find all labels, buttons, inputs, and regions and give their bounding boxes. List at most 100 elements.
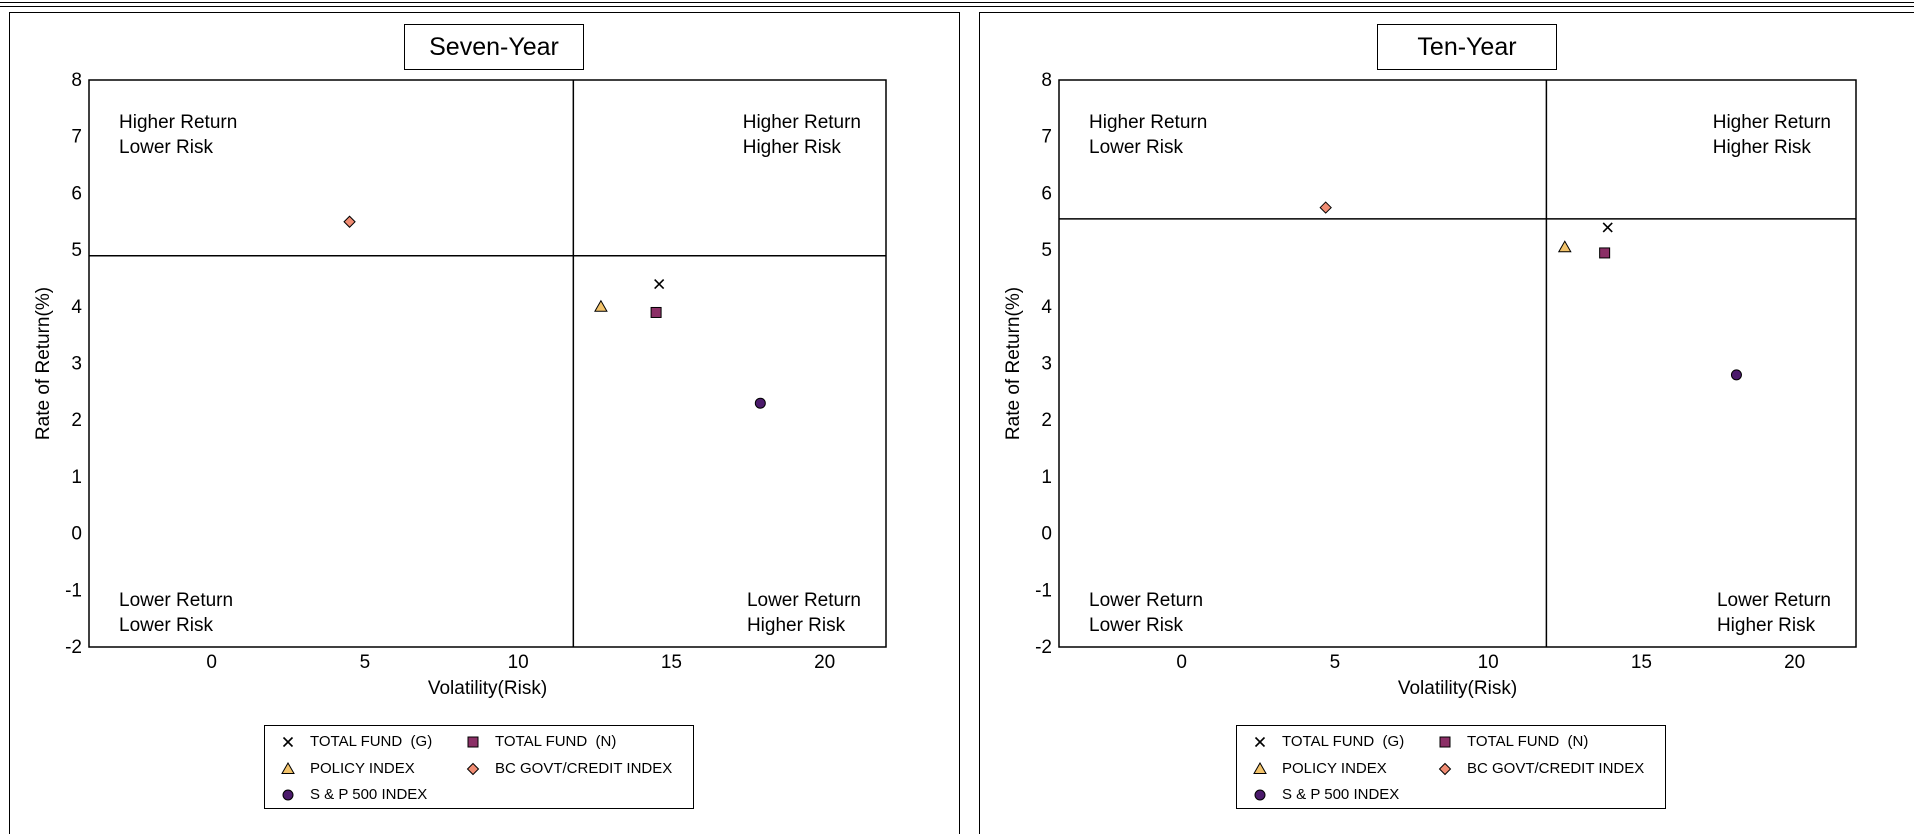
legend-marker: [1438, 762, 1452, 776]
quadrant-label-top-left: Higher Return Lower Risk: [1089, 112, 1207, 158]
quadrant-label-line: Lower Return: [119, 590, 233, 611]
x-tick-label: 10: [508, 652, 529, 673]
quadrant-label-top-right: Higher Return Higher Risk: [743, 112, 861, 158]
y-tick-label: 4: [1041, 297, 1052, 318]
x-tick-label: 5: [1330, 652, 1341, 673]
y-tick-label: 0: [71, 524, 82, 545]
quadrant-label-line: Higher Risk: [743, 137, 842, 158]
legend-label: TOTAL FUND (G): [1282, 733, 1405, 750]
quadrant-label-line: Lower Risk: [1089, 137, 1183, 158]
marker-stroke: [654, 279, 665, 290]
legend-label: POLICY INDEX: [1282, 760, 1387, 777]
chart-panel-seven-year: Seven-Year -2 -1 0 1 2 3 4 5 6 7 8 0 5 10 15 20 Volatili…: [9, 12, 960, 834]
x-axis-label: Volatility(Risk): [428, 678, 547, 699]
x-tick-label: 20: [814, 652, 835, 673]
y-tick-label: 6: [1041, 183, 1052, 204]
scatter-plot: -2 -1 0 1 2 3 4 5 6 7 8 0 5 10 15 20 Volatility(Risk) Rat…: [1003, 70, 1857, 699]
quadrant-label-line: Higher Risk: [1713, 137, 1812, 158]
y-axis-label: Rate of Return(%): [33, 287, 54, 440]
quadrant-label-line: Higher Risk: [1717, 615, 1816, 636]
x-tick-label: 5: [360, 652, 371, 673]
legend-label: TOTAL FUND (N): [1467, 733, 1589, 750]
quadrant-label-bottom-right: Lower Return Higher Risk: [747, 590, 861, 636]
chart-legend: TOTAL FUND (G) TOTAL FUND (N) POLICY INDEX…: [264, 725, 694, 809]
x-tick-label: 20: [1784, 652, 1805, 673]
data-point-bc-govt-credit-index: BC GOVT/CREDIT INDEX: [1319, 201, 1332, 214]
y-tick-label: -2: [1035, 637, 1052, 658]
data-point-policy-index: POLICY INDEX: [1557, 240, 1572, 253]
quadrant-label-bottom-left: Lower Return Lower Risk: [119, 590, 233, 636]
y-tick-label: 0: [1041, 524, 1052, 545]
quadrant-label-bottom-right: Lower Return Higher Risk: [1717, 590, 1831, 636]
legend-marker-icon: [467, 736, 479, 748]
y-tick-label: -1: [1035, 580, 1052, 601]
legend-marker: [467, 736, 479, 748]
data-point-policy-index: POLICY INDEX: [594, 299, 608, 312]
legend-marker: [1254, 789, 1266, 801]
y-tick-label: 7: [71, 127, 82, 148]
quadrant-label-line: Lower Risk: [1089, 615, 1183, 636]
quadrant-label-top-right: Higher Return Higher Risk: [1713, 112, 1831, 158]
quadrant-label-line: Higher Return: [1713, 112, 1831, 133]
y-tick-label: 8: [1041, 70, 1052, 91]
legend-marker-icon: [1439, 736, 1451, 748]
data-point-s-p-500-index: S & P 500 INDEX: [754, 397, 766, 409]
quadrant-label-line: Lower Return: [747, 590, 861, 611]
quadrant-label-line: Lower Return: [1089, 590, 1203, 611]
y-tick-label: 7: [1041, 127, 1052, 148]
chart-panel-ten-year: Ten-Year -2 -1 0 1 2 3 4 5 6 7 8 0 5 10 15 20 Volatility…: [979, 12, 1914, 834]
data-point-bc-govt-credit-index: BC GOVT/CREDIT INDEX: [343, 215, 356, 228]
y-tick-label: 3: [1041, 354, 1052, 375]
y-tick-label: 8: [71, 70, 82, 91]
marker-stroke: [1602, 222, 1613, 233]
legend-marker-icon: [1254, 736, 1266, 748]
legend-marker: [1253, 761, 1267, 774]
legend-marker-icon: [282, 789, 294, 801]
legend-label: BC GOVT/CREDIT INDEX: [495, 760, 673, 777]
y-axis-label: Rate of Return(%): [1003, 287, 1024, 440]
y-tick-label: 2: [1041, 410, 1052, 431]
quadrant-label-bottom-left: Lower Return Lower Risk: [1089, 590, 1203, 636]
legend-label: S & P 500 INDEX: [1282, 786, 1400, 803]
legend-label: POLICY INDEX: [310, 760, 415, 777]
legend-marker-icon: [281, 761, 295, 774]
legend-marker-icon: [466, 762, 480, 776]
plot-area-frame: [1058, 79, 1857, 648]
top-rule: [0, 6, 1914, 7]
y-tick-label: 2: [71, 410, 82, 431]
x-tick-label: 0: [1176, 652, 1187, 673]
chart-title: Seven-Year: [404, 24, 584, 70]
legend-label: TOTAL FUND (N): [495, 733, 617, 750]
quadrant-label-line: Lower Return: [1717, 590, 1831, 611]
y-tick-label: 5: [71, 240, 82, 261]
x-axis-label: Volatility(Risk): [1398, 678, 1517, 699]
x-tick-label: 15: [1631, 652, 1652, 673]
data-points: TOTAL FUND (G) TOTAL FUND (N) POLICY INDEX…: [343, 215, 766, 409]
chart-title: Ten-Year: [1377, 24, 1557, 70]
x-tick-label: 0: [206, 652, 217, 673]
data-points: TOTAL FUND (G) TOTAL FUND (N) POLICY INDEX…: [1319, 201, 1742, 381]
quadrant-label-top-left: Higher Return Lower Risk: [119, 112, 237, 158]
legend-marker: [1439, 736, 1451, 748]
legend-marker: [466, 762, 480, 776]
data-point-s-p-500-index: S & P 500 INDEX: [1730, 369, 1742, 381]
y-tick-label: 6: [71, 183, 82, 204]
quadrant-label-line: Higher Return: [743, 112, 861, 133]
plot-area-frame: [88, 79, 887, 648]
data-point-total-fund-g: TOTAL FUND (G): [1602, 222, 1613, 233]
y-tick-label: 1: [1041, 467, 1052, 488]
y-tick-label: -2: [65, 637, 82, 658]
data-point-total-fund-g: TOTAL FUND (G): [654, 279, 665, 290]
x-tick-label: 10: [1478, 652, 1499, 673]
top-rule: [0, 2, 1914, 3]
legend-label: BC GOVT/CREDIT INDEX: [1467, 760, 1645, 777]
legend-label: S & P 500 INDEX: [310, 786, 428, 803]
legend-marker-icon: [1438, 762, 1452, 776]
legend-marker-icon: [1254, 789, 1266, 801]
scatter-plot: -2 -1 0 1 2 3 4 5 6 7 8 0 5 10 15 20 Volatility(Risk) Rat…: [33, 70, 887, 699]
legend-marker-icon: [282, 736, 294, 748]
marker-stroke: [1254, 736, 1266, 748]
quadrant-label-line: Higher Return: [1089, 112, 1207, 133]
y-tick-label: 1: [71, 467, 82, 488]
quadrant-label-line: Higher Return: [119, 112, 237, 133]
